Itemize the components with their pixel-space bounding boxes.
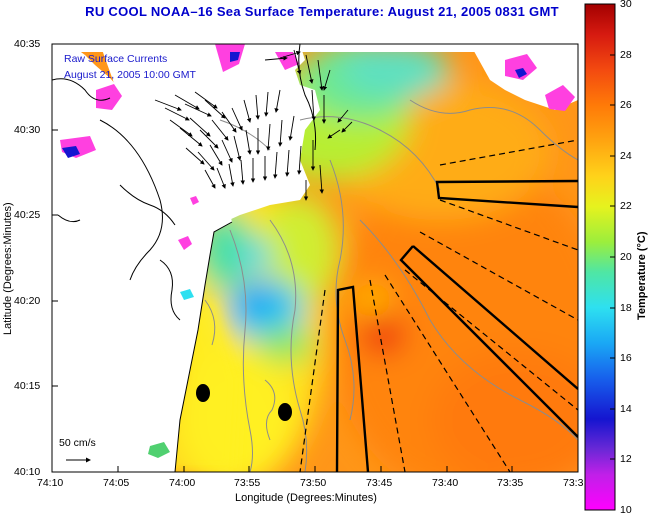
colorbar-tick-label: 10 bbox=[620, 504, 632, 516]
y-tick-label: 40:30 bbox=[14, 124, 41, 136]
x-tick-label: 73:50 bbox=[300, 477, 327, 489]
coastline bbox=[52, 44, 316, 472]
colorbar-tick-label: 20 bbox=[620, 251, 632, 263]
x-tick-label: 74:00 bbox=[169, 477, 196, 489]
cloud-patch-top bbox=[52, 44, 578, 52]
axis-ticks bbox=[51, 43, 579, 473]
colorbar-tick-label: 12 bbox=[620, 453, 632, 465]
x-tick-label: 73:55 bbox=[234, 477, 261, 489]
outlined-area-north bbox=[435, 179, 578, 209]
y-tick-label: 40:15 bbox=[14, 380, 41, 392]
x-tick-label: 73:3 bbox=[563, 477, 584, 489]
colorbar-tick-label: 14 bbox=[620, 403, 632, 415]
x-tick-label: 74:05 bbox=[103, 477, 130, 489]
x-tick-label: 74:10 bbox=[37, 477, 64, 489]
current-scale-label: 50 cm/s bbox=[59, 437, 96, 449]
sst-field bbox=[52, 44, 578, 472]
y-axis-label: Latitude (Degrees:Minutes) bbox=[2, 202, 14, 335]
colorbar-tick-label: 30 bbox=[620, 0, 632, 10]
colorbar-tick-label: 16 bbox=[620, 352, 632, 364]
marker-2 bbox=[278, 403, 292, 421]
inset-label-line1: Raw Surface Currents bbox=[64, 53, 168, 65]
colorbar-ticks bbox=[610, 54, 615, 460]
x-tick-label: 73:40 bbox=[432, 477, 459, 489]
x-axis-label: Longitude (Degrees:Minutes) bbox=[235, 492, 377, 504]
land-mass bbox=[52, 44, 232, 472]
colorbar-tick-label: 24 bbox=[620, 150, 632, 162]
x-tick-label: 73:45 bbox=[366, 477, 393, 489]
colorbar-tick-label: 26 bbox=[620, 99, 632, 111]
marker-1 bbox=[196, 384, 210, 402]
outlined-area-south bbox=[335, 285, 370, 472]
y-tick-label: 40:20 bbox=[14, 295, 41, 307]
colorbar-title: Temperature (°C) bbox=[636, 231, 648, 320]
inset-label-line2: August 21, 2005 10:00 GMT bbox=[64, 69, 196, 81]
y-tick-label: 40:10 bbox=[14, 466, 41, 478]
figure-title: RU COOL NOAA–16 Sea Surface Temperature:… bbox=[85, 4, 559, 19]
colorbar-tick-label: 22 bbox=[620, 200, 632, 212]
current-vectors bbox=[154, 49, 353, 201]
y-tick-label: 40:25 bbox=[14, 209, 41, 221]
colorbar-tick-label: 28 bbox=[620, 49, 632, 61]
transect-lines bbox=[299, 139, 578, 472]
y-tick-label: 40:35 bbox=[14, 38, 41, 50]
bathymetry-contours bbox=[204, 99, 578, 472]
outlined-areas bbox=[335, 179, 578, 472]
colorbar-tick-label: 18 bbox=[620, 302, 632, 314]
x-tick-label: 73:35 bbox=[497, 477, 524, 489]
outlined-area-diagonal bbox=[399, 245, 578, 438]
